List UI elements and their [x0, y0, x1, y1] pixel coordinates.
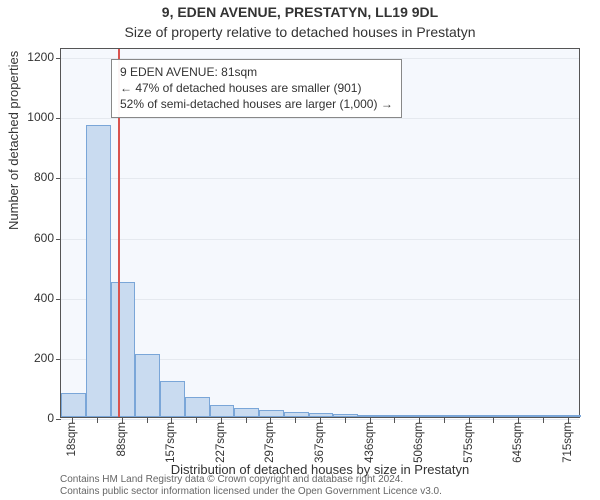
ytick-mark [56, 239, 61, 240]
xtick-label: 715sqm [562, 422, 574, 463]
y-axis-label: Number of detached properties [6, 51, 21, 230]
plot-container: 9 EDEN AVENUE: 81sqm ← 47% of detached h… [60, 48, 580, 418]
gridline [61, 299, 579, 300]
histogram-bar [556, 415, 581, 417]
gridline [61, 118, 579, 119]
gridline [61, 239, 579, 240]
xtick-label: 645sqm [512, 422, 524, 463]
histogram-bar [61, 393, 86, 417]
chart-subtitle: Size of property relative to detached ho… [0, 24, 600, 40]
ytick-label: 1000 [14, 110, 54, 124]
histogram-bar [234, 408, 259, 417]
histogram-bar [309, 413, 334, 417]
ytick-label: 400 [14, 291, 54, 305]
xtick-label: 436sqm [364, 422, 376, 463]
credits: Contains HM Land Registry data © Crown c… [60, 474, 442, 498]
histogram-bar [507, 415, 532, 417]
xtick-label: 18sqm [66, 422, 78, 457]
histogram-bar [111, 282, 136, 417]
xtick-label: 227sqm [215, 422, 227, 463]
chart-root: { "titles": { "main": "9, EDEN AVENUE, P… [0, 0, 600, 500]
xtick-mark [246, 418, 247, 423]
histogram-bar [482, 415, 507, 417]
ytick-label: 0 [14, 411, 54, 425]
histogram-bar [160, 381, 185, 417]
xtick-label: 575sqm [463, 422, 475, 463]
ytick-mark [56, 118, 61, 119]
histogram-bar [432, 415, 457, 417]
xtick-label: 367sqm [314, 422, 326, 463]
annotation-line-2: ← 47% of detached houses are smaller (90… [120, 80, 393, 96]
ytick-label: 1200 [14, 50, 54, 64]
xtick-label: 88sqm [116, 422, 128, 457]
ytick-mark [56, 359, 61, 360]
histogram-bar [259, 410, 284, 417]
xtick-label: 157sqm [165, 422, 177, 463]
credits-line-2: Contains public sector information licen… [60, 486, 442, 498]
ytick-mark [56, 299, 61, 300]
annotation-line-3: 52% of semi-detached houses are larger (… [120, 96, 393, 112]
xtick-mark [196, 418, 197, 423]
xtick-mark [543, 418, 544, 423]
xtick-mark [493, 418, 494, 423]
xtick-mark [147, 418, 148, 423]
xtick-label: 506sqm [413, 422, 425, 463]
histogram-bar [185, 397, 210, 417]
xtick-label: 297sqm [264, 422, 276, 463]
ytick-mark [56, 58, 61, 59]
histogram-bar [408, 415, 433, 417]
xtick-mark [394, 418, 395, 423]
plot-area: 9 EDEN AVENUE: 81sqm ← 47% of detached h… [60, 48, 580, 418]
ytick-mark [56, 419, 61, 420]
ytick-label: 200 [14, 351, 54, 365]
histogram-bar [358, 415, 383, 417]
histogram-bar [86, 125, 111, 417]
histogram-bar [284, 412, 309, 417]
histogram-bar [531, 415, 556, 417]
xtick-mark [444, 418, 445, 423]
histogram-bar [135, 354, 160, 417]
xtick-mark [97, 418, 98, 423]
chart-title: 9, EDEN AVENUE, PRESTATYN, LL19 9DL [0, 4, 600, 20]
annotation-box: 9 EDEN AVENUE: 81sqm ← 47% of detached h… [111, 59, 402, 118]
histogram-bar [457, 415, 482, 417]
histogram-bar [383, 415, 408, 417]
xtick-mark [295, 418, 296, 423]
xtick-mark [345, 418, 346, 423]
annotation-line-1: 9 EDEN AVENUE: 81sqm [120, 64, 393, 80]
ytick-label: 600 [14, 231, 54, 245]
ytick-mark [56, 178, 61, 179]
histogram-bar [210, 405, 235, 417]
ytick-label: 800 [14, 170, 54, 184]
gridline [61, 178, 579, 179]
histogram-bar [333, 414, 358, 417]
credits-line-1: Contains HM Land Registry data © Crown c… [60, 474, 442, 486]
